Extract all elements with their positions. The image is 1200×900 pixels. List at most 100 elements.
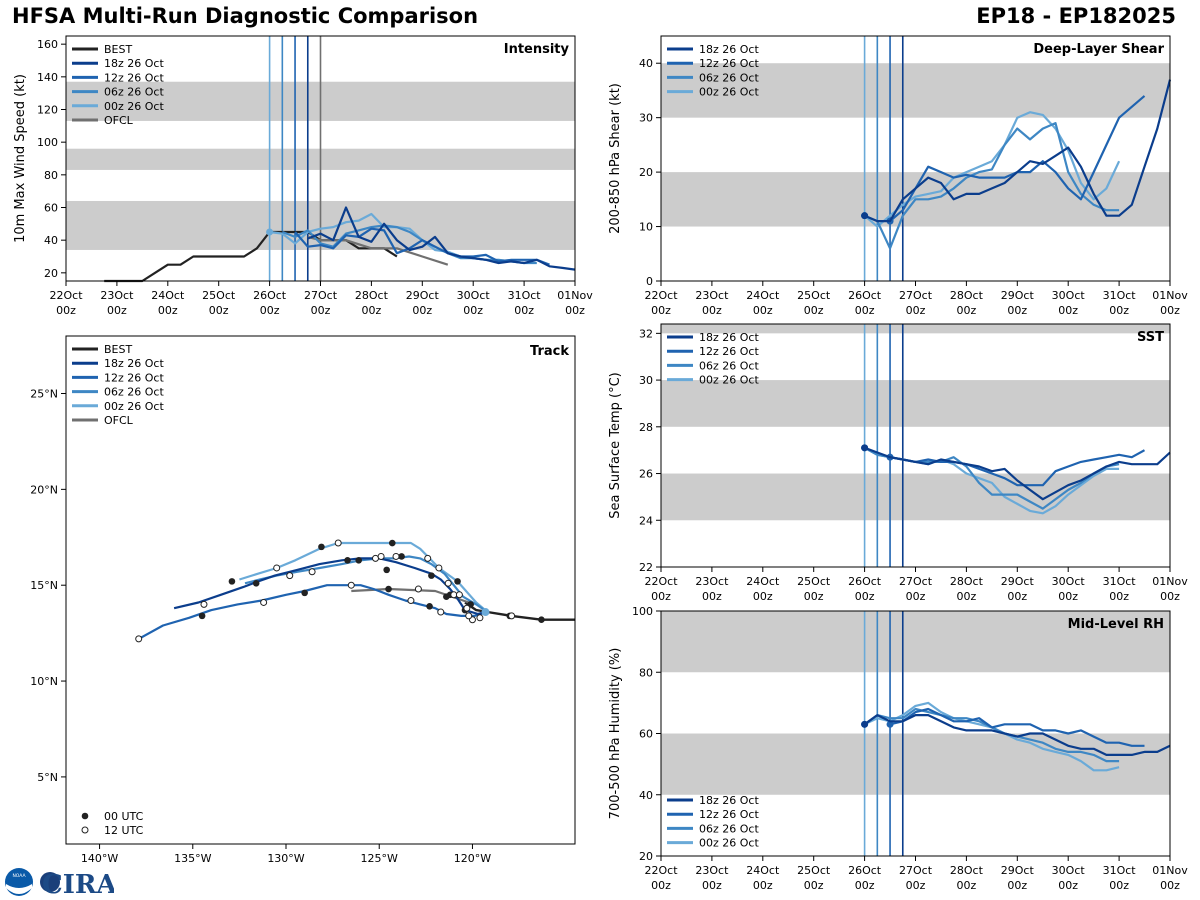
x-tick-label: 00z xyxy=(1058,590,1078,603)
track-chart: 140°W 135°W 130°W 125°W 120°W 5°N 10°N 15°N 20°N… xyxy=(30,335,576,865)
y-tick-label: 20 xyxy=(639,850,653,863)
shaded-band xyxy=(661,611,1170,673)
track-marker-12utc xyxy=(377,552,385,560)
track-marker-12utc xyxy=(424,554,432,562)
x-tick-label: 00z xyxy=(906,879,926,892)
x-tick-label: 00z xyxy=(702,879,722,892)
y-tick-label: 40 xyxy=(639,789,653,802)
legend-label: 12z 26 Oct xyxy=(699,57,759,70)
x-tick-label: 00z xyxy=(209,304,229,317)
x-tick-label: 00z xyxy=(906,304,926,317)
legend-label: 00z 26 Oct xyxy=(699,86,759,99)
legend-label: 06z 26 Oct xyxy=(699,359,759,372)
track-marker-12utc xyxy=(437,608,445,616)
x-tick-label: 00z xyxy=(1109,590,1129,603)
track-marker-00utc xyxy=(428,572,435,579)
track-marker-12utc xyxy=(508,612,516,620)
x-tick-label: 28Oct xyxy=(950,864,984,877)
legend-marker-open xyxy=(81,826,89,834)
y-axis-label: Sea Surface Temp (°C) xyxy=(608,372,623,519)
x-tick-label: 00z xyxy=(753,879,773,892)
legend-label: 00z 26 Oct xyxy=(104,100,164,113)
x-tick-label: 00z xyxy=(753,304,773,317)
chart-title: SST xyxy=(1137,330,1164,345)
plot-frame xyxy=(65,335,576,845)
x-tick-label: 00z xyxy=(1007,590,1027,603)
x-tick-label: 23Oct xyxy=(695,289,729,302)
x-tick-label: 24Oct xyxy=(151,289,185,302)
x-tick-label: 25Oct xyxy=(797,864,831,877)
noaa-cira-logo: NOAA CIRA xyxy=(5,868,114,898)
x-tick-label: 27Oct xyxy=(899,575,933,588)
noaa-wave-icon xyxy=(6,884,32,894)
series-line xyxy=(294,227,550,266)
track-marker-12utc xyxy=(463,604,471,612)
track-line xyxy=(239,541,489,613)
x-tick-label: 23Oct xyxy=(695,864,729,877)
track-marker-00utc xyxy=(385,585,392,593)
rh-chart: 22Oct 00z 23Oct 00z 24Oct 00z 25Oct 00z 26Oct 00z… xyxy=(608,605,1188,892)
y-tick-label: 60 xyxy=(44,202,58,215)
x-tick-label: 30Oct xyxy=(1052,289,1086,302)
chart-title: Intensity xyxy=(504,42,570,57)
x-tick-label: 00z xyxy=(1160,879,1180,892)
y-tick-label: 32 xyxy=(639,327,653,340)
x-tick-label: 135°W xyxy=(174,852,211,865)
track-line xyxy=(138,584,488,640)
x-tick-label: 00z xyxy=(1160,590,1180,603)
track-marker-00utc xyxy=(355,556,363,564)
x-tick-label: 30Oct xyxy=(457,289,491,302)
x-tick-label: 31Oct xyxy=(1103,575,1137,588)
y-tick-label: 0 xyxy=(646,275,653,288)
x-tick-label: 00z xyxy=(855,590,875,603)
legend-label: 12z 26 Oct xyxy=(104,71,164,84)
x-tick-label: 00z xyxy=(158,304,178,317)
x-tick-label: 22Oct xyxy=(49,289,83,302)
x-tick-label: 140°W xyxy=(81,852,118,865)
x-tick-label: 00z xyxy=(651,304,671,317)
track-marker-00utc xyxy=(454,578,461,585)
track-marker-00utc xyxy=(344,556,351,564)
track-marker-00utc xyxy=(301,589,308,597)
shaded-band xyxy=(661,324,1170,334)
x-tick-label: 24Oct xyxy=(746,289,780,302)
x-tick-label: 00z xyxy=(311,304,331,317)
x-tick-label: 29Oct xyxy=(1001,575,1035,588)
track-marker-12utc xyxy=(286,572,294,580)
x-tick-label: 00z xyxy=(957,590,977,603)
legend-label: 06z 26 Oct xyxy=(699,822,759,835)
legend-label: 18z 26 Oct xyxy=(699,43,759,56)
x-tick-label: 24Oct xyxy=(746,864,780,877)
x-tick-label: 28Oct xyxy=(950,289,984,302)
page-title: HFSA Multi-Run Diagnostic Comparison xyxy=(12,4,479,28)
series-start-point xyxy=(861,212,869,220)
y-tick-label: 25°N xyxy=(30,388,58,401)
track-marker-00utc xyxy=(538,616,545,624)
x-tick-label: 00z xyxy=(651,590,671,603)
x-tick-label: 29Oct xyxy=(1001,864,1035,877)
x-tick-label: 125°W xyxy=(361,852,398,865)
x-tick-label: 31Oct xyxy=(508,289,542,302)
series-line xyxy=(307,206,576,271)
track-start-point xyxy=(481,608,490,617)
x-tick-label: 29Oct xyxy=(406,289,440,302)
x-tick-label: 26Oct xyxy=(253,289,287,302)
x-tick-label: 00z xyxy=(362,304,382,317)
intensity-chart: 22Oct 00z 23Oct 00z 24Oct 00z 25Oct 00z 26Oct 00z… xyxy=(13,35,593,317)
legend-label: BEST xyxy=(104,43,132,56)
series-line xyxy=(307,235,449,266)
legend-label: 06z 26 Oct xyxy=(104,386,164,399)
track-marker-12utc xyxy=(273,564,281,572)
x-tick-label: 25Oct xyxy=(797,289,831,302)
x-tick-label: 28Oct xyxy=(950,575,984,588)
x-tick-label: 26Oct xyxy=(848,289,882,302)
track-marker-12utc xyxy=(465,612,473,620)
y-tick-label: 80 xyxy=(639,666,653,679)
x-tick-label: 00z xyxy=(702,304,722,317)
x-tick-label: 28Oct xyxy=(355,289,389,302)
x-tick-label: 30Oct xyxy=(1052,575,1086,588)
track-marker-12utc xyxy=(392,552,400,560)
y-tick-label: 26 xyxy=(639,468,653,481)
track-marker-00utc xyxy=(398,553,405,560)
legend-label: 18z 26 Oct xyxy=(699,794,759,807)
